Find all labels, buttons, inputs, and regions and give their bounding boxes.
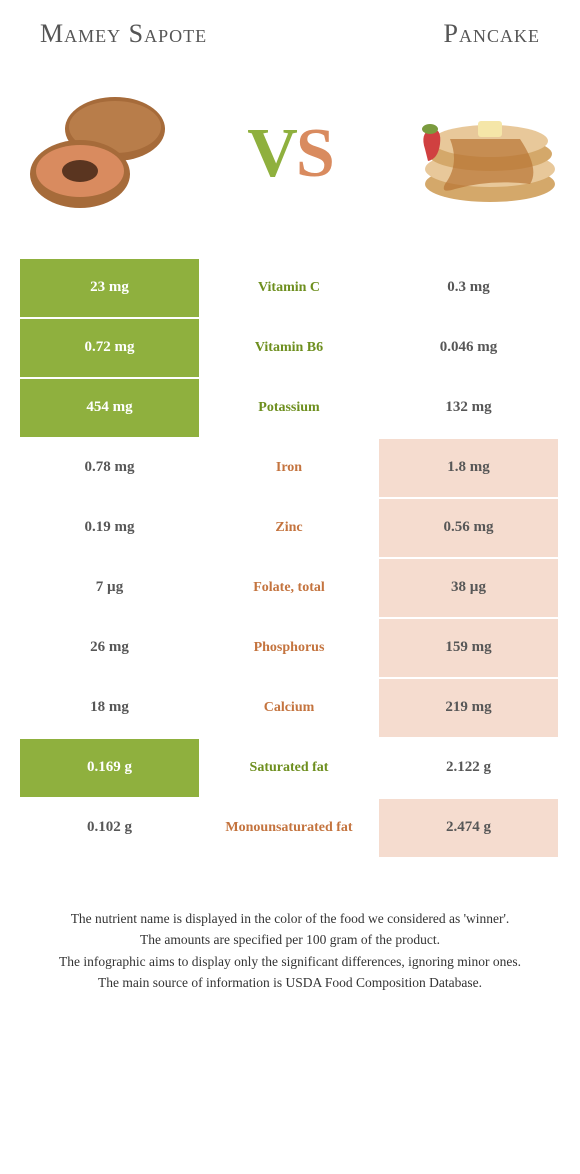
- cell-right-value: 0.3 mg: [379, 259, 558, 317]
- footer-notes: The nutrient name is displayed in the co…: [0, 859, 580, 993]
- cell-left-value: 26 mg: [20, 619, 199, 677]
- cell-nutrient-name: Folate, total: [201, 559, 377, 617]
- table-row: 0.169 gSaturated fat2.122 g: [20, 739, 558, 797]
- cell-right-value: 0.046 mg: [379, 319, 558, 377]
- cell-left-value: 0.78 mg: [20, 439, 199, 497]
- nutrient-table: 23 mgVitamin C0.3 mg0.72 mgVitamin B60.0…: [20, 259, 558, 857]
- food-title-left: Mamey Sapote: [40, 20, 207, 49]
- table-row: 18 mgCalcium219 mg: [20, 679, 558, 737]
- cell-left-value: 7 µg: [20, 559, 199, 617]
- pancake-icon: [400, 89, 560, 219]
- table-row: 23 mgVitamin C0.3 mg: [20, 259, 558, 317]
- vs-v: V: [247, 115, 296, 192]
- cell-nutrient-name: Vitamin B6: [201, 319, 377, 377]
- cell-left-value: 0.72 mg: [20, 319, 199, 377]
- cell-right-value: 1.8 mg: [379, 439, 558, 497]
- food-title-right: Pancake: [444, 20, 540, 49]
- table-row: 454 mgPotassium132 mg: [20, 379, 558, 437]
- table-row: 0.102 gMonounsaturated fat2.474 g: [20, 799, 558, 857]
- table-row: 0.78 mgIron1.8 mg: [20, 439, 558, 497]
- cell-right-value: 2.474 g: [379, 799, 558, 857]
- table-row: 0.72 mgVitamin B60.046 mg: [20, 319, 558, 377]
- cell-left-value: 0.19 mg: [20, 499, 199, 557]
- vs-s: S: [296, 115, 333, 192]
- cell-right-value: 219 mg: [379, 679, 558, 737]
- cell-left-value: 0.102 g: [20, 799, 199, 857]
- cell-left-value: 23 mg: [20, 259, 199, 317]
- cell-left-value: 0.169 g: [20, 739, 199, 797]
- cell-nutrient-name: Iron: [201, 439, 377, 497]
- mamey-icon: [20, 89, 180, 219]
- cell-right-value: 2.122 g: [379, 739, 558, 797]
- pancake-image: [400, 89, 560, 219]
- cell-nutrient-name: Calcium: [201, 679, 377, 737]
- cell-nutrient-name: Saturated fat: [201, 739, 377, 797]
- table-row: 26 mgPhosphorus159 mg: [20, 619, 558, 677]
- cell-nutrient-name: Zinc: [201, 499, 377, 557]
- cell-nutrient-name: Potassium: [201, 379, 377, 437]
- footer-line-4: The main source of information is USDA F…: [30, 973, 550, 993]
- cell-right-value: 38 µg: [379, 559, 558, 617]
- cell-right-value: 0.56 mg: [379, 499, 558, 557]
- cell-right-value: 159 mg: [379, 619, 558, 677]
- footer-line-2: The amounts are specified per 100 gram o…: [30, 930, 550, 950]
- cell-right-value: 132 mg: [379, 379, 558, 437]
- vs-label: VS: [247, 114, 333, 194]
- header: Mamey Sapote Pancake: [0, 0, 580, 59]
- cell-nutrient-name: Phosphorus: [201, 619, 377, 677]
- footer-line-1: The nutrient name is displayed in the co…: [30, 909, 550, 929]
- cell-nutrient-name: Vitamin C: [201, 259, 377, 317]
- mamey-image: [20, 89, 180, 219]
- cell-left-value: 18 mg: [20, 679, 199, 737]
- table-row: 7 µgFolate, total38 µg: [20, 559, 558, 617]
- cell-nutrient-name: Monounsaturated fat: [201, 799, 377, 857]
- images-row: VS: [0, 59, 580, 259]
- footer-line-3: The infographic aims to display only the…: [30, 952, 550, 972]
- table-row: 0.19 mgZinc0.56 mg: [20, 499, 558, 557]
- cell-left-value: 454 mg: [20, 379, 199, 437]
